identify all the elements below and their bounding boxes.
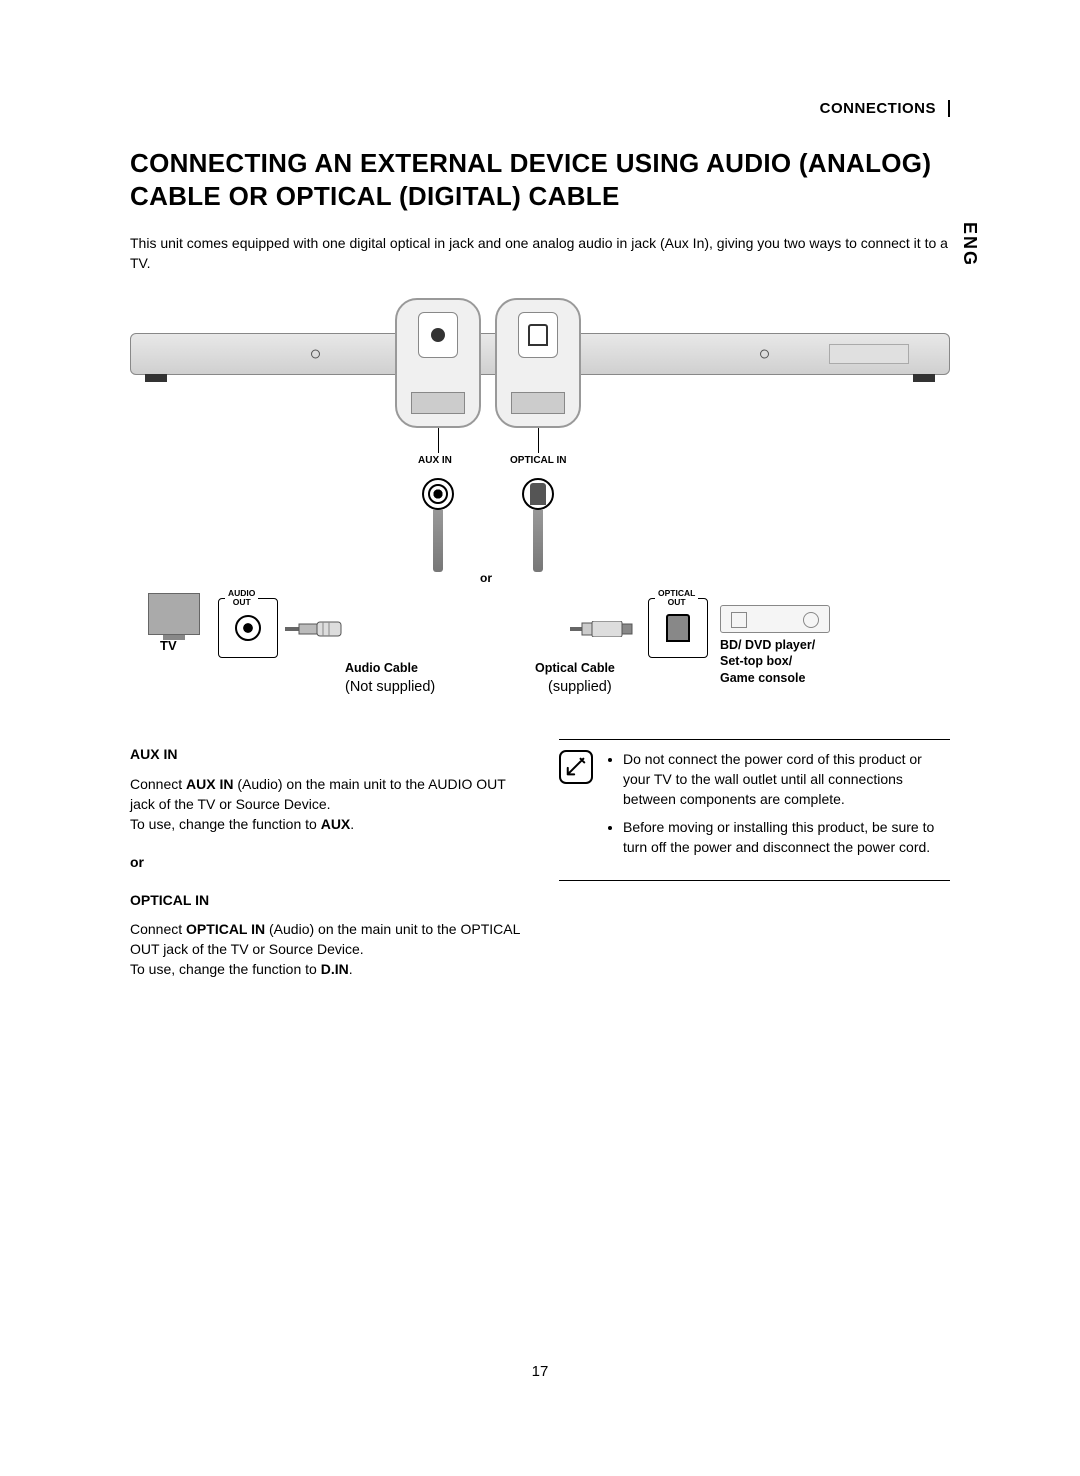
page-number: 17 <box>532 1363 549 1380</box>
source-device-icon <box>720 605 830 633</box>
audio-out-port: AUDIOOUT <box>218 598 278 658</box>
tv-label: TV <box>160 638 177 653</box>
optical-cable-label: Optical Cable <box>535 661 615 675</box>
or-label: or <box>480 571 492 585</box>
supplied-label: (supplied) <box>548 679 612 695</box>
aux-in-instructions: Connect AUX IN (Audio) on the main unit … <box>130 775 521 835</box>
page-title: CONNECTING AN EXTERNAL DEVICE USING AUDI… <box>130 147 950 212</box>
optical-plug-icon <box>522 478 554 510</box>
tv-icon <box>148 593 200 635</box>
optical-out-label: OPTICALOUT <box>655 589 698 606</box>
optical-cable-plug-icon <box>570 621 640 637</box>
optical-in-instructions: Connect OPTICAL IN (Audio) on the main u… <box>130 920 521 980</box>
section-header: CONNECTIONS <box>130 100 950 117</box>
left-column: AUX IN Connect AUX IN (Audio) on the mai… <box>130 739 521 998</box>
or-separator: or <box>130 853 521 873</box>
note-icon <box>559 750 593 784</box>
right-column: Do not connect the power cord of this pr… <box>559 739 950 998</box>
optical-out-port: OPTICALOUT <box>648 598 708 658</box>
audio-out-label: AUDIOOUT <box>225 589 258 606</box>
optical-in-label: OPTICAL IN <box>510 455 566 466</box>
source-device-label: BD/ DVD player/Set-top box/Game console <box>720 637 815 686</box>
note-item: Do not connect the power cord of this pr… <box>623 750 950 810</box>
aux-in-heading: AUX IN <box>130 745 521 765</box>
optical-port-closeup <box>495 298 581 428</box>
note-list: Do not connect the power cord of this pr… <box>605 750 950 865</box>
not-supplied-label: (Not supplied) <box>345 679 435 695</box>
instructions-columns: AUX IN Connect AUX IN (Audio) on the mai… <box>130 739 950 998</box>
note-box: Do not connect the power cord of this pr… <box>559 739 950 880</box>
aux-plug-icon <box>422 478 454 510</box>
connection-diagram: AUX IN OPTICAL IN or TV AUDIOOUT <box>130 293 950 713</box>
optical-in-heading: OPTICAL IN <box>130 891 521 911</box>
aux-cable-plug-icon <box>285 621 355 637</box>
language-tab: ENG <box>959 222 980 267</box>
audio-cable-label: Audio Cable <box>345 661 418 675</box>
aux-in-label: AUX IN <box>418 455 452 466</box>
aux-port-closeup <box>395 298 481 428</box>
intro-paragraph: This unit comes equipped with one digita… <box>130 234 950 273</box>
note-item: Before moving or installing this product… <box>623 818 950 858</box>
